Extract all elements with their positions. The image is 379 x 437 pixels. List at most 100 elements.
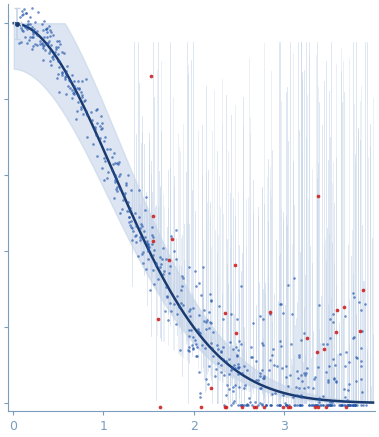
Point bbox=[30, 28, 36, 35]
Point bbox=[263, 402, 269, 409]
Point bbox=[208, 385, 214, 392]
Point bbox=[139, 250, 145, 257]
Point bbox=[235, 370, 241, 377]
Point bbox=[178, 300, 184, 307]
Point bbox=[150, 212, 156, 219]
Point bbox=[54, 37, 60, 44]
Point bbox=[350, 334, 356, 341]
Point bbox=[180, 301, 186, 308]
Point bbox=[269, 390, 276, 397]
Point bbox=[155, 316, 161, 323]
Point bbox=[84, 111, 90, 118]
Point bbox=[197, 394, 203, 401]
Point bbox=[107, 146, 113, 153]
Point bbox=[50, 52, 56, 59]
Point bbox=[45, 39, 51, 46]
Point bbox=[186, 307, 192, 314]
Point bbox=[163, 256, 169, 263]
Point bbox=[186, 326, 192, 333]
Point bbox=[18, 38, 24, 45]
Point bbox=[239, 403, 245, 410]
Point bbox=[195, 328, 201, 335]
Point bbox=[298, 402, 304, 409]
Point bbox=[232, 261, 238, 268]
Point bbox=[110, 160, 116, 167]
Point bbox=[266, 367, 272, 374]
Point bbox=[305, 384, 312, 391]
Point bbox=[114, 160, 120, 166]
Point bbox=[70, 90, 77, 97]
Point bbox=[298, 371, 304, 378]
Point bbox=[140, 249, 146, 256]
Point bbox=[257, 369, 263, 376]
Point bbox=[324, 341, 330, 348]
Point bbox=[305, 402, 312, 409]
Point bbox=[350, 402, 356, 409]
Point bbox=[227, 338, 233, 345]
Point bbox=[16, 21, 22, 28]
Point bbox=[116, 159, 122, 166]
Point bbox=[332, 361, 338, 368]
Point bbox=[244, 402, 251, 409]
Point bbox=[329, 402, 335, 409]
Point bbox=[350, 289, 356, 296]
Point bbox=[79, 94, 85, 101]
Point bbox=[343, 396, 349, 403]
Point bbox=[288, 341, 294, 348]
Point bbox=[321, 346, 327, 353]
Point bbox=[43, 25, 49, 32]
Point bbox=[116, 173, 122, 180]
Point bbox=[111, 149, 117, 156]
Point bbox=[128, 218, 134, 225]
Point bbox=[63, 71, 69, 78]
Point bbox=[44, 34, 50, 41]
Point bbox=[258, 385, 264, 392]
Point bbox=[158, 261, 164, 268]
Point bbox=[186, 343, 192, 350]
Point bbox=[283, 362, 289, 369]
Point bbox=[231, 398, 237, 405]
Point bbox=[44, 25, 50, 32]
Point bbox=[247, 398, 253, 405]
Point bbox=[41, 42, 47, 49]
Point bbox=[358, 306, 364, 313]
Point bbox=[207, 291, 213, 298]
Point bbox=[61, 49, 67, 56]
Point bbox=[16, 39, 22, 46]
Point bbox=[186, 312, 193, 319]
Point bbox=[23, 25, 30, 32]
Point bbox=[350, 402, 356, 409]
Point bbox=[190, 345, 196, 352]
Point bbox=[215, 346, 221, 353]
Point bbox=[248, 354, 254, 361]
Point bbox=[358, 345, 364, 352]
Point bbox=[285, 282, 291, 289]
Point bbox=[133, 231, 139, 238]
Point bbox=[298, 391, 304, 398]
Point bbox=[145, 255, 151, 262]
Point bbox=[149, 240, 155, 247]
Point bbox=[80, 111, 86, 118]
Point bbox=[159, 256, 165, 263]
Point bbox=[349, 402, 356, 409]
Point bbox=[261, 403, 267, 410]
Point bbox=[235, 365, 241, 372]
Point bbox=[274, 402, 280, 409]
Point bbox=[352, 402, 358, 409]
Point bbox=[223, 392, 229, 399]
Point bbox=[111, 194, 117, 201]
Point bbox=[320, 402, 326, 409]
Point bbox=[55, 43, 61, 50]
Point bbox=[40, 45, 46, 52]
Point bbox=[67, 84, 73, 91]
Point bbox=[40, 26, 46, 33]
Point bbox=[257, 372, 263, 379]
Point bbox=[135, 252, 141, 259]
Point bbox=[78, 88, 84, 95]
Point bbox=[360, 287, 366, 294]
Point bbox=[205, 362, 211, 369]
Point bbox=[125, 208, 132, 215]
Point bbox=[26, 37, 32, 44]
Point bbox=[312, 403, 318, 410]
Point bbox=[196, 280, 202, 287]
